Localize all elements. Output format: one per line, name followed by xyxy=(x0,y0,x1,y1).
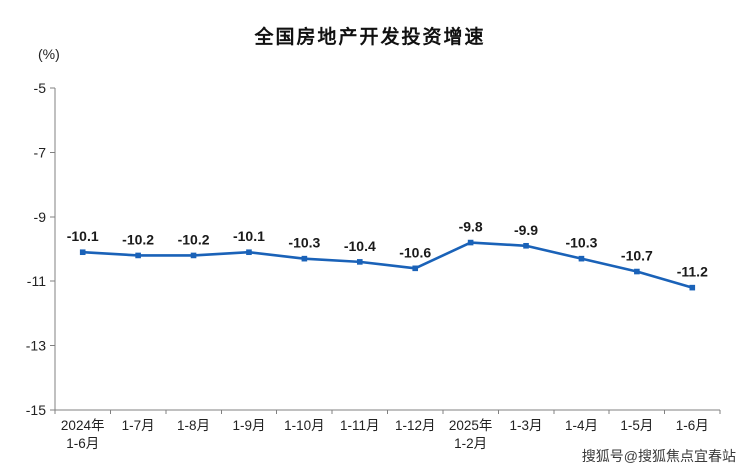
x-tick-label: 1-7月 xyxy=(122,418,155,433)
x-tick-label: 1-8月 xyxy=(177,418,210,433)
data-point-label: -10.2 xyxy=(178,231,210,247)
y-tick-label: -5 xyxy=(34,80,47,96)
x-tick-label: 1-5月 xyxy=(620,418,653,433)
x-tick-label: 1-3月 xyxy=(510,418,543,433)
x-tick-label: 1-6月 xyxy=(676,418,709,433)
data-point-label: -9.8 xyxy=(459,219,483,235)
series-line xyxy=(81,241,694,289)
data-point-marker xyxy=(523,242,529,249)
data-point-label: -10.3 xyxy=(565,235,597,251)
data-point-label: -10.1 xyxy=(67,228,99,244)
data-point-marker xyxy=(634,268,640,275)
y-tick-label: -7 xyxy=(34,144,47,160)
data-point-label: -10.2 xyxy=(122,231,154,247)
y-tick-label: -9 xyxy=(34,209,47,225)
chart-title: 全国房地产开发投资增速 xyxy=(254,27,486,48)
x-tick-label: 2025年 1-2月 xyxy=(449,418,493,451)
data-point-marker xyxy=(301,255,308,262)
data-point-marker xyxy=(79,249,86,256)
y-tick-label: -11 xyxy=(27,273,46,289)
data-point-marker xyxy=(356,259,363,265)
data-point-marker xyxy=(689,284,696,291)
data-point-label: -10.7 xyxy=(621,248,653,264)
y-axis-unit-label: (%) xyxy=(38,46,60,62)
data-point-label: -10.3 xyxy=(288,235,320,251)
x-tick-label: 1-12月 xyxy=(395,418,436,433)
data-point-marker xyxy=(412,265,419,272)
watermark-text: 搜狐号@搜狐焦点宜春站 xyxy=(581,448,736,464)
x-tick-label: 1-9月 xyxy=(232,418,265,433)
data-point-marker xyxy=(190,252,197,259)
x-tick-label: 1-11月 xyxy=(340,418,380,433)
y-tick-label: -13 xyxy=(26,338,46,354)
data-point-label: -11.2 xyxy=(677,264,708,280)
data-point-label: -10.4 xyxy=(344,238,376,254)
data-point-marker xyxy=(135,252,141,259)
data-point-marker xyxy=(467,239,474,246)
data-point-label: -10.6 xyxy=(399,244,431,260)
x-tick-label: 1-10月 xyxy=(284,418,325,433)
data-point-label: -9.9 xyxy=(514,222,538,238)
data-point-label: -10.1 xyxy=(233,228,265,244)
x-tick-label: 1-4月 xyxy=(565,418,598,433)
data-point-marker xyxy=(578,255,585,262)
x-tick-label: 2024年 1-6月 xyxy=(61,418,105,451)
y-tick-label: -15 xyxy=(26,402,46,418)
data-point-marker xyxy=(246,249,252,256)
